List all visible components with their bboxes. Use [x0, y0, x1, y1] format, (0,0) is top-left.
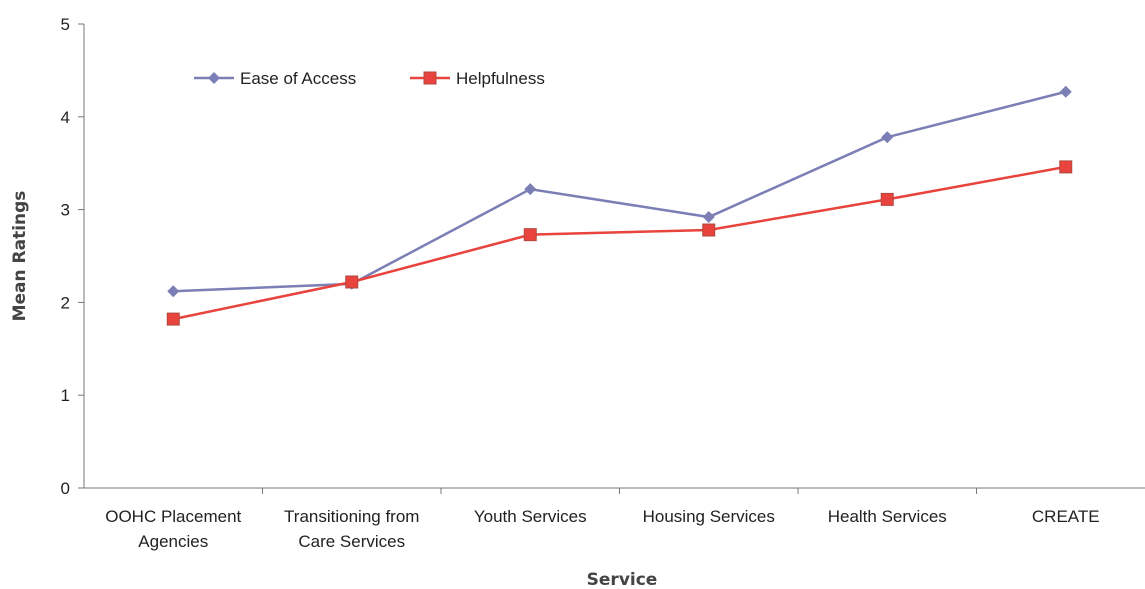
x-category-label: Agencies [138, 532, 208, 551]
axes [83, 24, 1145, 489]
data-point-square [880, 192, 894, 206]
y-tick-label: 1 [61, 386, 70, 405]
x-ticks: OOHC Placement Agencies Transitioning from… [105, 488, 1100, 551]
data-point-square [1059, 160, 1073, 174]
legend-marker-diamond [208, 72, 220, 84]
x-category-label: Care Services [298, 532, 405, 551]
y-tick-label: 5 [61, 15, 70, 34]
data-point-diamond [524, 183, 537, 196]
data-point-diamond [1059, 85, 1072, 98]
x-category-label: Health Services [828, 507, 947, 526]
legend-label: Ease of Access [240, 69, 356, 88]
legend-label: Helpfulness [456, 69, 545, 88]
data-point-square [166, 312, 180, 326]
y-tick-label: 0 [61, 479, 70, 498]
x-category-label: Youth Services [474, 507, 587, 526]
x-category-label: OOHC Placement [105, 507, 241, 526]
data-point-square [702, 223, 716, 237]
y-tick-label: 4 [61, 108, 70, 127]
x-category-label: Transitioning from [284, 507, 419, 526]
data-point-diamond [702, 211, 715, 224]
data-point-square [345, 275, 359, 289]
x-category-label: Housing Services [643, 507, 775, 526]
y-tick-label: 3 [61, 201, 70, 220]
x-axis-title: Service [587, 570, 658, 589]
series-layer [166, 85, 1073, 326]
y-ticks: 0 1 2 3 4 5 [61, 15, 84, 498]
data-point-diamond [881, 131, 894, 144]
y-axis-title: Mean Ratings [10, 191, 30, 322]
data-point-diamond [167, 285, 180, 298]
data-point-square [523, 228, 537, 242]
y-tick-label: 2 [61, 293, 70, 312]
series-line-0 [173, 90, 1067, 293]
x-category-label: CREATE [1032, 507, 1100, 526]
legend-marker-square [423, 71, 437, 85]
series-line-1 [172, 165, 1066, 321]
legend: Ease of Access Helpfulness [194, 69, 545, 88]
